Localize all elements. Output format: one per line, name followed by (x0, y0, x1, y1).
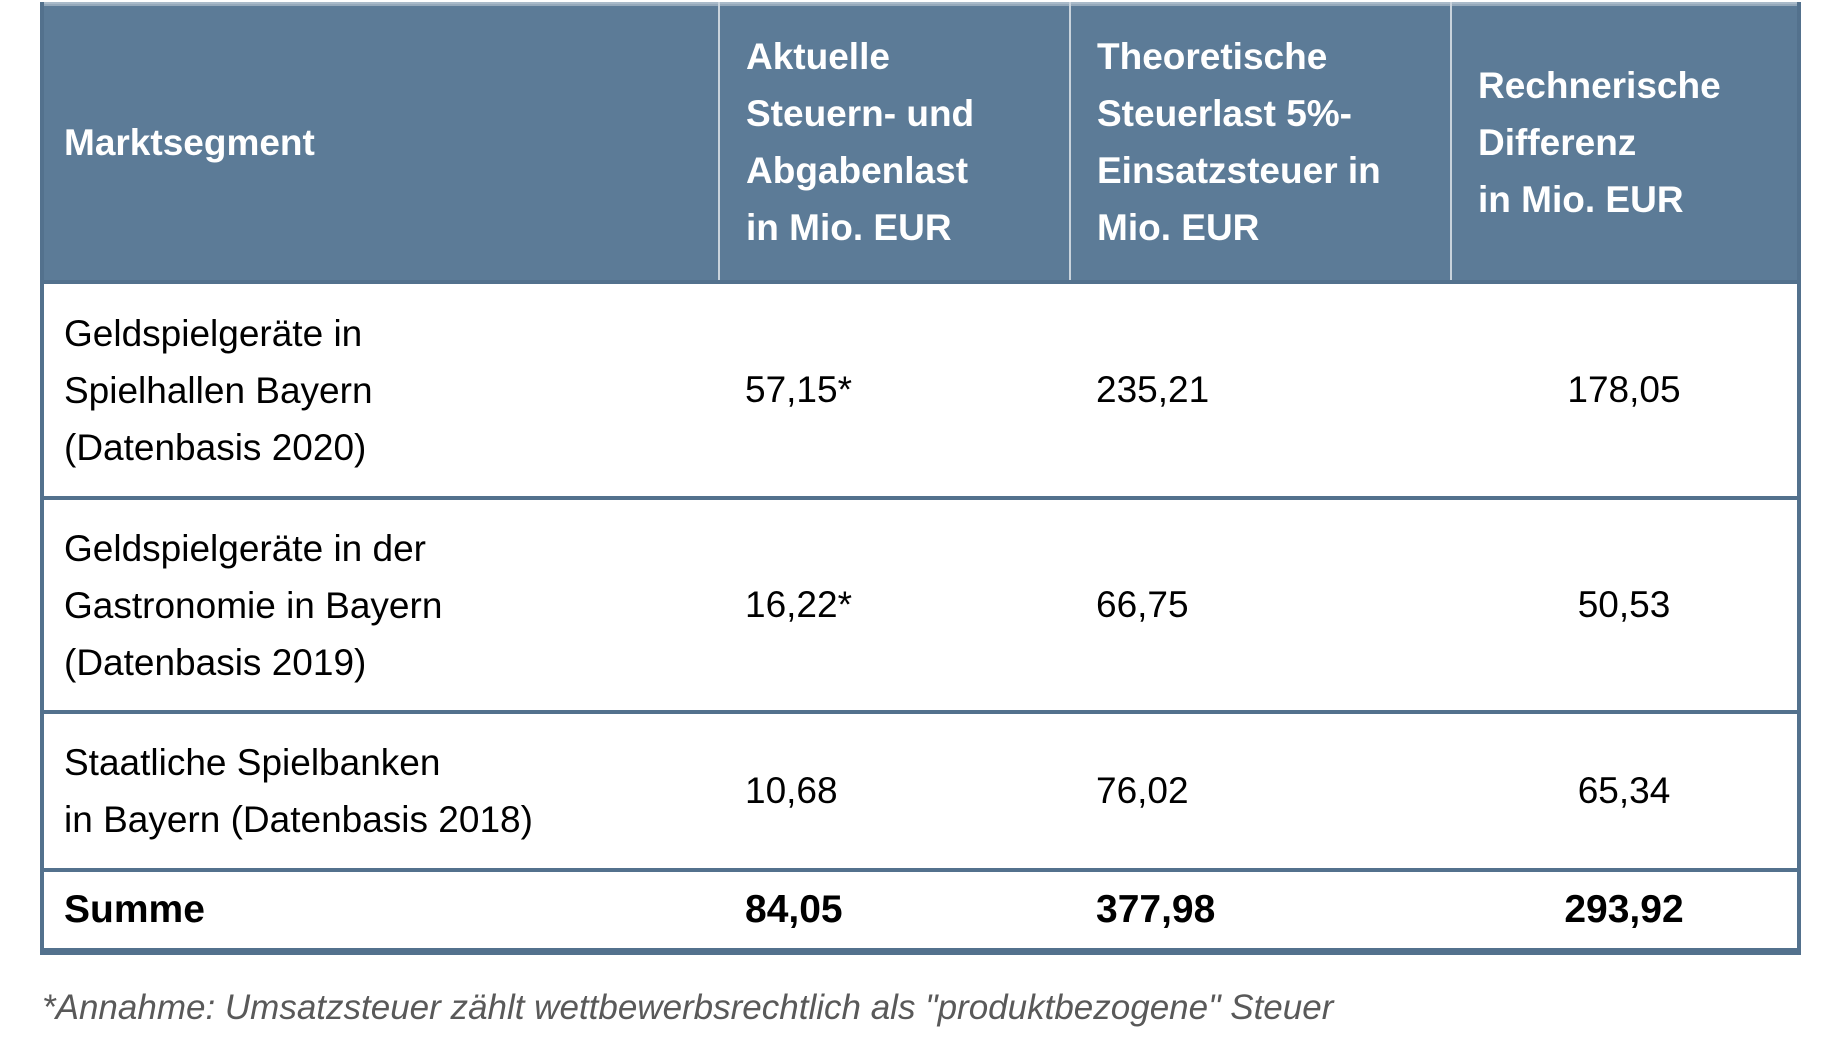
header-row: Marktsegment Aktuelle Steuern- und Abgab… (42, 3, 1799, 282)
footnote-annahme: *Annahme: Umsatzsteuer zählt wettbewerbs… (42, 988, 1334, 1027)
table-row-spielbanken: Staatliche Spielbanken in Bayern (Datenb… (42, 712, 1799, 870)
theoretische-value-cell: 235,21 (1096, 369, 1210, 410)
theoretische-value-cell: 76,02 (1096, 770, 1189, 811)
differenz-value-cell: 178,05 (1567, 369, 1681, 410)
aktuelle-value-cell: 16,22* (745, 584, 852, 625)
summe-differenz-value: 293,92 (1564, 887, 1684, 931)
summe-aktuelle-value: 84,05 (745, 887, 843, 931)
segment-cell: Geldspielgeräte in der Gastronomie in Ba… (64, 527, 443, 683)
theoretische-value-cell: 66,75 (1096, 584, 1189, 625)
market-segment-tax-table-wrap: Marktsegment Aktuelle Steuern- und Abgab… (40, 2, 1801, 955)
aktuelle-value-cell: 10,68 (745, 770, 838, 811)
header-cell-theoretische-steuerlast: Theoretische Steuerlast 5%- Einsatzsteue… (1070, 3, 1452, 282)
segment-cell: Geldspielgeräte in Spielhallen Bayern (D… (64, 312, 373, 468)
header-cell-marktsegment: Marktsegment (42, 3, 720, 282)
header-cell-rechnerische-differenz: Rechnerische Differenz in Mio. EUR (1451, 3, 1799, 282)
header-cell-aktuelle-steuern: Aktuelle Steuern- und Abgabenlast in Mio… (719, 3, 1071, 282)
table-header: Marktsegment Aktuelle Steuern- und Abgab… (42, 3, 1799, 282)
table-row-spielhallen: Geldspielgeräte in Spielhallen Bayern (D… (42, 282, 1799, 498)
differenz-value-cell: 50,53 (1577, 584, 1671, 625)
summe-label: Summe (64, 887, 205, 931)
segment-cell: Staatliche Spielbanken in Bayern (Datenb… (64, 742, 533, 840)
market-segment-tax-table: Marktsegment Aktuelle Steuern- und Abgab… (40, 2, 1801, 955)
aktuelle-value-cell: 57,15* (745, 369, 852, 410)
table-row-summe: Summe 84,05 377,98 293,92 (42, 870, 1799, 951)
summe-theoretische-value: 377,98 (1096, 887, 1216, 931)
table-row-gastronomie: Geldspielgeräte in der Gastronomie in Ba… (42, 498, 1799, 712)
differenz-value-cell: 65,34 (1577, 770, 1671, 811)
